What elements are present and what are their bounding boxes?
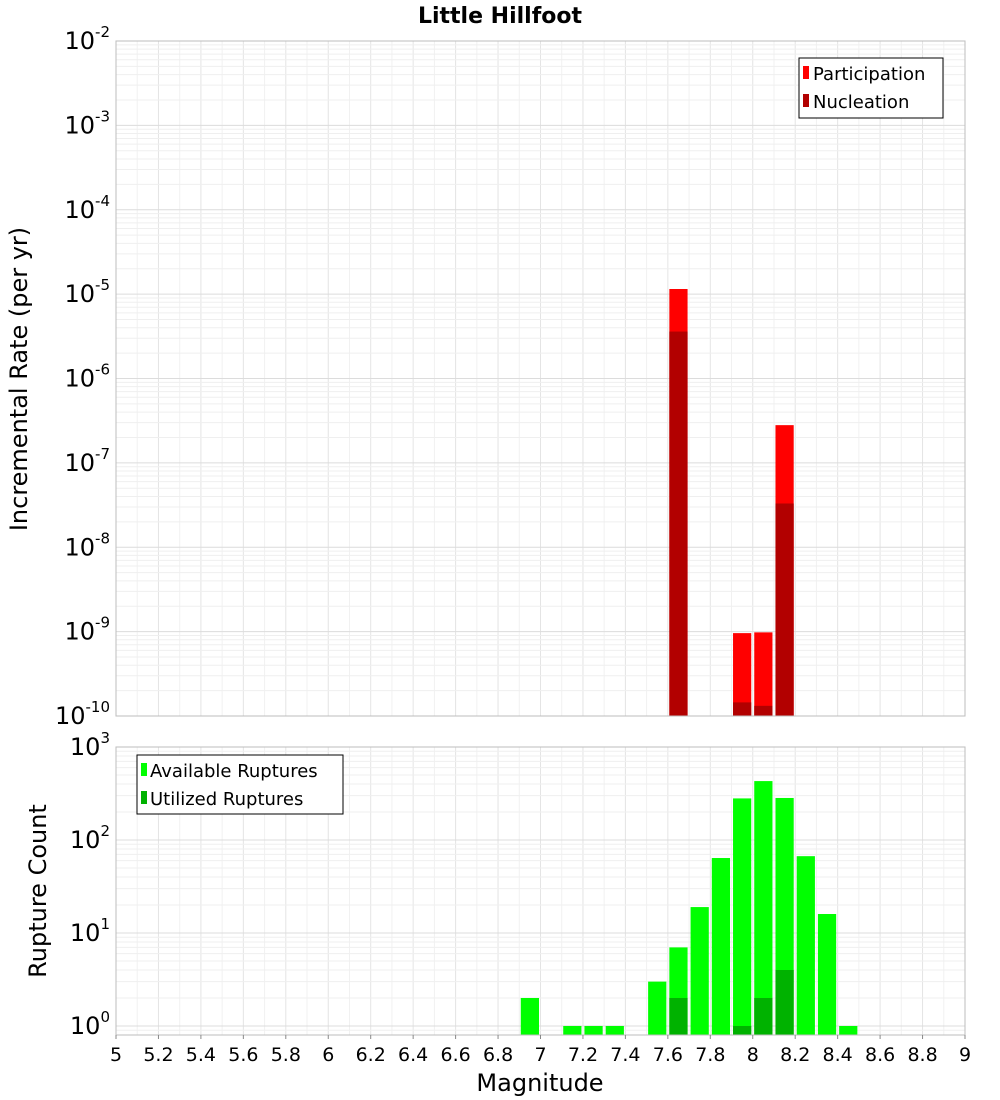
x-tick-label: 6.6	[440, 1044, 470, 1066]
nucleation-legend-label: Nucleation	[813, 92, 909, 113]
rate-bar-nucleation	[669, 331, 688, 716]
count-y-axis-label: Rupture Count	[24, 804, 52, 978]
rate-bar-participation	[733, 633, 752, 716]
rate-plot-grid	[116, 41, 965, 716]
count-bar-available-ruptures	[584, 1025, 603, 1035]
magnitude-x-axis-label: Magnitude	[476, 1069, 603, 1097]
count-bar-available-ruptures	[690, 907, 709, 1035]
count-bar-available-ruptures	[563, 1025, 582, 1035]
x-tick-label: 5	[110, 1044, 122, 1066]
rate-plot-bars	[669, 289, 794, 716]
nucleation-legend-swatch	[803, 94, 809, 107]
x-tick-label: 5.6	[228, 1044, 258, 1066]
rate-bar-nucleation	[733, 702, 752, 716]
rate-y-tick-label: 10-5	[64, 276, 110, 308]
rate-plot-panel: 10-2 10-3 10-4 10-5 10-6 10-7 10-8 10-9 10-10 In…	[5, 23, 966, 730]
count-y-tick-label: 102	[70, 822, 110, 854]
count-bar-available-ruptures	[817, 914, 837, 1035]
rate-y-tick-label: 10-2	[64, 23, 110, 55]
count-bar-utilized-ruptures	[733, 1025, 752, 1035]
x-tick-label: 8.8	[907, 1044, 937, 1066]
x-tick-label: 7.6	[653, 1044, 683, 1066]
rate-y-tick-label: 10-9	[64, 614, 110, 646]
count-bar-available-ruptures	[839, 1025, 858, 1035]
count-plot-bars	[520, 781, 858, 1035]
rate-y-tick-label: 10-3	[64, 107, 110, 139]
rate-y-tick-label: 10-8	[64, 529, 110, 561]
count-bar-utilized-ruptures	[754, 997, 773, 1035]
rate-y-tick-label: 10-4	[64, 192, 110, 224]
x-tick-label: 8.2	[780, 1044, 810, 1066]
x-tick-label: 7.4	[610, 1044, 640, 1066]
participation-legend-swatch	[803, 66, 809, 79]
count-bar-available-ruptures	[605, 1025, 624, 1035]
x-tick-label: 7.8	[695, 1044, 725, 1066]
count-bar-available-ruptures	[796, 856, 815, 1035]
count-y-tick-label: 101	[70, 915, 110, 947]
rate-y-tick-label: 10-10	[55, 698, 110, 730]
x-tick-label: 9	[959, 1044, 971, 1066]
available-legend-label: Available Ruptures	[150, 761, 318, 782]
count-bar-utilized-ruptures	[669, 997, 688, 1035]
utilized-legend-swatch	[141, 791, 147, 804]
chart-title: Little Hillfoot	[418, 4, 583, 29]
count-y-ticks: 103 102 101 100	[70, 729, 110, 1040]
count-bar-available-ruptures	[520, 997, 539, 1035]
rate-plot-frame	[115, 40, 966, 717]
rate-bar-nucleation	[775, 503, 794, 716]
x-tick-label: 8.4	[823, 1044, 853, 1066]
x-tick-label: 5.8	[271, 1044, 301, 1066]
rate-y-axis-label: Incremental Rate (per yr)	[5, 227, 33, 531]
x-tick-label: 8	[747, 1044, 759, 1066]
count-legend: Available Ruptures Utilized Ruptures	[136, 754, 344, 815]
x-tick-label: 7.2	[568, 1044, 598, 1066]
count-y-tick-label: 103	[70, 729, 110, 761]
count-bar-utilized-ruptures	[775, 969, 794, 1035]
rate-bar-participation	[754, 632, 773, 716]
rate-legend-box	[798, 57, 944, 119]
magnitude-x-ticks: 5 5.2 5.4 5.6 5.8 6 6.2 6.4 6.6 6.8 7 7.2 7.4 7.6 7.8 8…	[110, 1035, 971, 1066]
x-tick-label: 8.6	[865, 1044, 895, 1066]
rate-y-ticks: 10-2 10-3 10-4 10-5 10-6 10-7 10-8 10-9 10-10	[55, 23, 110, 730]
count-bar-available-ruptures	[754, 781, 773, 1035]
participation-legend-label: Participation	[813, 64, 925, 85]
count-legend-box	[136, 754, 344, 815]
rate-y-tick-label: 10-7	[64, 445, 110, 477]
x-tick-label: 6.8	[483, 1044, 513, 1066]
count-bar-available-ruptures	[733, 798, 752, 1035]
utilized-legend-label: Utilized Ruptures	[150, 789, 303, 810]
x-tick-label: 5.4	[186, 1044, 216, 1066]
x-tick-label: 5.2	[143, 1044, 173, 1066]
x-tick-label: 7	[534, 1044, 546, 1066]
count-bar-available-ruptures	[648, 981, 667, 1035]
x-tick-label: 6.2	[356, 1044, 386, 1066]
count-plot-panel: 103 102 101 100 5 5.2 5.4 5.6 5.8 6 6.2 6.4 6.6 6.8 7…	[24, 729, 971, 1097]
rate-bar-nucleation	[754, 705, 773, 716]
count-y-tick-label: 100	[70, 1008, 110, 1040]
x-tick-label: 6	[322, 1044, 334, 1066]
rate-legend: Participation Nucleation	[798, 57, 944, 119]
rate-y-tick-label: 10-6	[64, 361, 110, 393]
available-legend-swatch	[141, 763, 147, 776]
x-tick-label: 6.4	[398, 1044, 428, 1066]
count-bar-available-ruptures	[711, 858, 731, 1035]
